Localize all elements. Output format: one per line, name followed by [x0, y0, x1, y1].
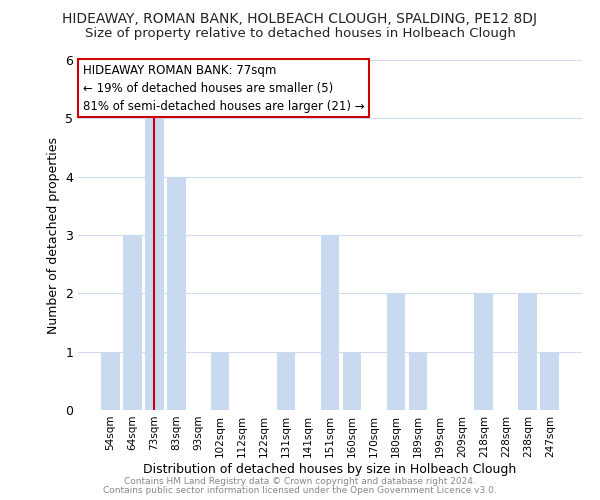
Bar [101, 352, 119, 410]
Bar [541, 352, 559, 410]
Bar [277, 352, 295, 410]
Bar [123, 235, 142, 410]
Bar [475, 294, 493, 410]
Bar [211, 352, 229, 410]
Text: HIDEAWAY ROMAN BANK: 77sqm
← 19% of detached houses are smaller (5)
81% of semi-: HIDEAWAY ROMAN BANK: 77sqm ← 19% of deta… [83, 64, 365, 112]
Text: Size of property relative to detached houses in Holbeach Clough: Size of property relative to detached ho… [85, 28, 515, 40]
Bar [409, 352, 427, 410]
Bar [167, 176, 185, 410]
Text: Contains public sector information licensed under the Open Government Licence v3: Contains public sector information licen… [103, 486, 497, 495]
Bar [386, 294, 405, 410]
X-axis label: Distribution of detached houses by size in Holbeach Clough: Distribution of detached houses by size … [143, 462, 517, 475]
Y-axis label: Number of detached properties: Number of detached properties [47, 136, 59, 334]
Bar [320, 235, 340, 410]
Bar [145, 118, 164, 410]
Text: Contains HM Land Registry data © Crown copyright and database right 2024.: Contains HM Land Registry data © Crown c… [124, 477, 476, 486]
Bar [518, 294, 537, 410]
Text: HIDEAWAY, ROMAN BANK, HOLBEACH CLOUGH, SPALDING, PE12 8DJ: HIDEAWAY, ROMAN BANK, HOLBEACH CLOUGH, S… [62, 12, 538, 26]
Bar [343, 352, 361, 410]
